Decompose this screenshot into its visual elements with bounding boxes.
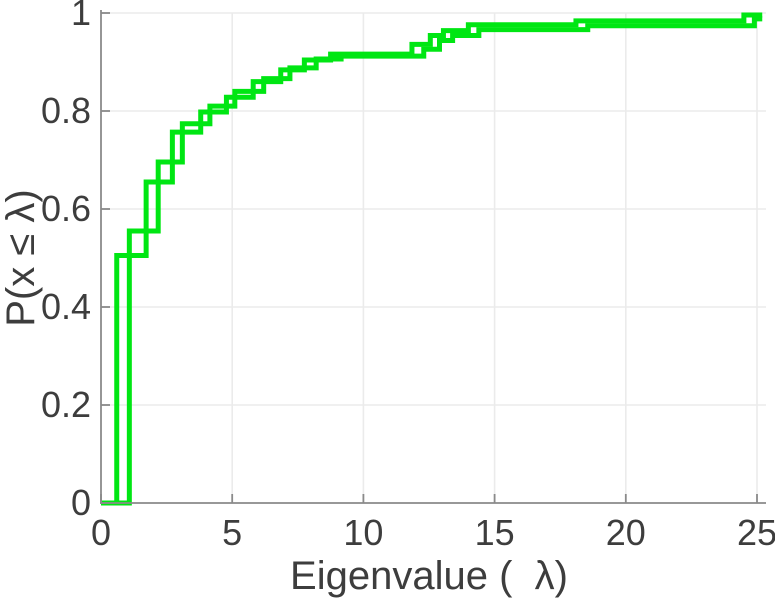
y-tick-label: 0: [71, 482, 91, 523]
ecdf-curves: [101, 12, 763, 506]
ecdf-curve-2-step-line: [101, 16, 763, 506]
ecdf-curve-1-step-line: [101, 12, 763, 506]
y-tick-label: 0.8: [41, 90, 91, 131]
axes: [100, 10, 766, 504]
gridlines: [101, 12, 766, 503]
x-tick-label: 25: [737, 512, 775, 553]
x-tick-label: 15: [475, 512, 515, 553]
y-axis-label: P(x ≤ λ): [0, 189, 43, 327]
x-tick-label: 20: [606, 512, 646, 553]
y-tick-label: 1: [71, 0, 91, 33]
y-tick-label: 0.4: [41, 286, 91, 327]
y-tick-label: 0.6: [41, 188, 91, 229]
x-axis-label: Eigenvalue ( λ): [290, 554, 568, 598]
x-tick-label: 0: [91, 512, 111, 553]
tick-labels: 0 5 10 15 20 25 0 0.2 0.4 0.6 0.8 1: [41, 0, 775, 553]
x-tick-label: 5: [222, 512, 242, 553]
x-tick-label: 10: [343, 512, 383, 553]
y-tick-label: 0.2: [41, 384, 91, 425]
